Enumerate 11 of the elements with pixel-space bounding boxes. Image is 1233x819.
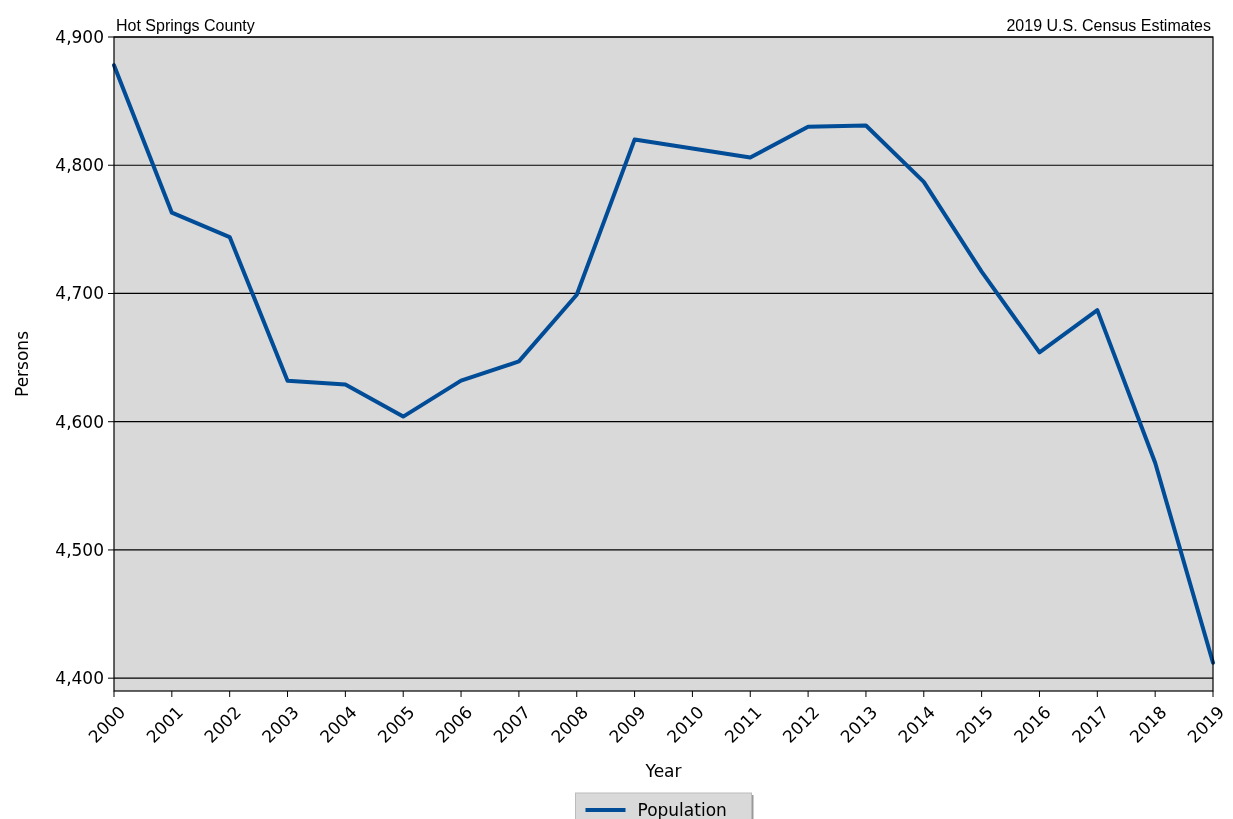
y-tick-label: 4,500 [55,539,104,560]
y-tick-label: 4,400 [55,668,104,689]
legend-label: Population [637,799,727,819]
y-tick-label: 4,800 [55,155,104,176]
y-axis-title: Persons [12,330,32,397]
text: 2019 U.S. Census Estimates [1006,17,1211,34]
text: Hot Springs County [116,17,255,34]
y-tick-label: 4,600 [55,411,104,432]
y-tick-label: 4,700 [55,283,104,304]
x-axis-title: Year [644,761,682,781]
y-tick-label: 4,900 [55,26,104,47]
